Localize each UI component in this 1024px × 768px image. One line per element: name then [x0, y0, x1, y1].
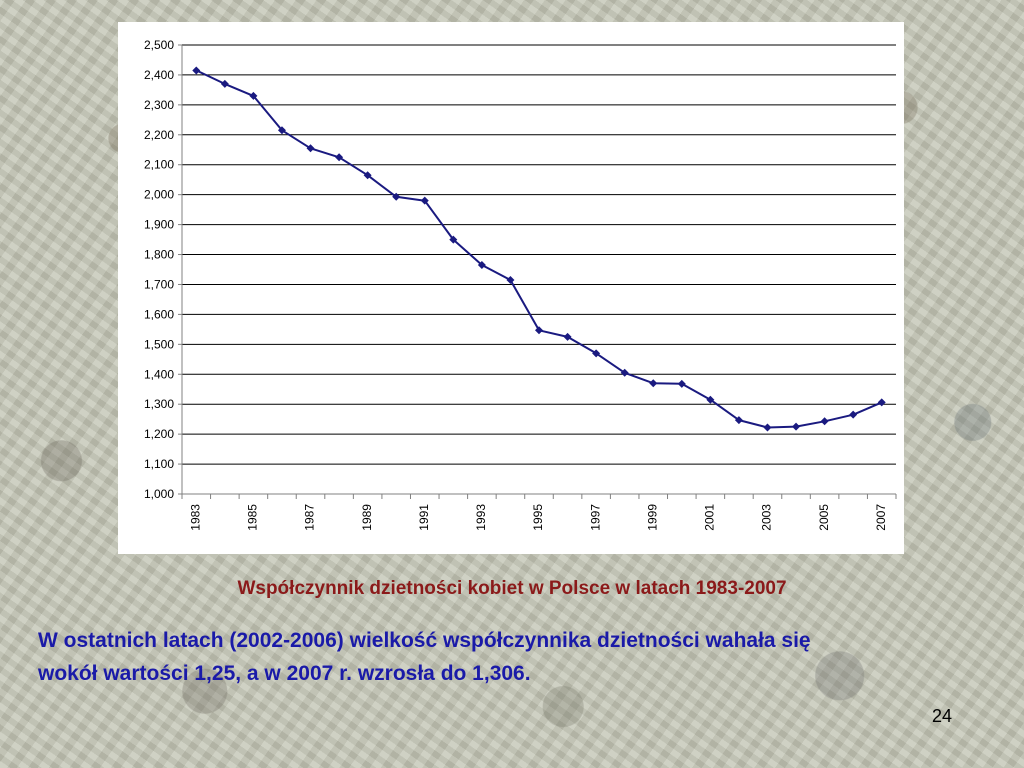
x-tick-label: 2001 — [703, 504, 717, 531]
x-tick-label: 1997 — [588, 504, 602, 531]
chart-panel: 1,000 1,100 1,200 1,300 1,400 1,500 1,600 1,700… — [118, 22, 904, 554]
data-point — [763, 423, 772, 432]
data-point — [363, 171, 372, 180]
data-point — [249, 91, 258, 100]
x-tick-label: 1995 — [531, 504, 545, 531]
data-point — [592, 349, 601, 358]
data-point — [506, 275, 515, 284]
y-tick-label: 1,500 — [144, 337, 174, 351]
data-point — [877, 398, 886, 407]
y-tick-label: 1,900 — [144, 218, 174, 232]
y-tick-label: 2,500 — [144, 38, 174, 52]
fertility-line-chart: 1,000 1,100 1,200 1,300 1,400 1,500 1,600 1,700… — [144, 38, 897, 531]
y-tick-label: 2,400 — [144, 68, 174, 82]
series — [192, 66, 886, 432]
y-tick-label: 1,800 — [144, 248, 174, 262]
data-point — [563, 332, 572, 341]
data-point — [477, 261, 486, 270]
y-tick-label: 2,200 — [144, 128, 174, 142]
data-point — [449, 235, 458, 244]
y-tick-label: 1,100 — [144, 457, 174, 471]
x-tick-label: 1991 — [417, 504, 431, 531]
y-tick-label: 1,600 — [144, 307, 174, 321]
chart-caption: Współczynnik dzietności kobiet w Polsce … — [237, 578, 787, 599]
y-tick-label: 1,000 — [144, 487, 174, 501]
x-tick-label: 1985 — [246, 504, 260, 531]
data-point — [792, 422, 801, 431]
data-point — [192, 66, 201, 75]
gridlines — [182, 44, 896, 465]
summary-text: W ostatnich latach (2002-2006) wielkość … — [38, 624, 988, 690]
y-tick-label: 1,300 — [144, 397, 174, 411]
data-point — [620, 368, 629, 377]
data-point — [677, 379, 686, 388]
x-tick-label: 1989 — [360, 504, 374, 531]
data-point — [649, 379, 658, 388]
data-point — [277, 126, 286, 135]
y-tick-label: 2,000 — [144, 188, 174, 202]
y-tick-label: 2,300 — [144, 98, 174, 112]
axes — [178, 44, 897, 499]
data-point — [220, 79, 229, 88]
x-tick-label: 1987 — [303, 504, 317, 531]
y-tick-label: 2,100 — [144, 158, 174, 172]
y-tick-label: 1,400 — [144, 367, 174, 381]
data-point — [335, 153, 344, 162]
x-tick-label: 2005 — [817, 504, 831, 531]
x-tick-label: 2007 — [874, 504, 888, 531]
x-tick-label: 1993 — [474, 504, 488, 531]
data-point — [392, 192, 401, 201]
data-point — [706, 395, 715, 404]
y-tick-label: 1,200 — [144, 427, 174, 441]
data-point — [849, 410, 858, 419]
data-point — [420, 196, 429, 205]
slide-number: 24 — [932, 706, 953, 726]
x-tick-label: 1983 — [188, 504, 202, 531]
y-tick-labels: 1,000 1,100 1,200 1,300 1,400 1,500 1,600 1,700… — [144, 38, 174, 501]
data-point — [306, 144, 315, 153]
data-point — [734, 416, 743, 425]
x-tick-labels: 1983 1985 1987 1989 1991 1993 1995 1997 1999 2001… — [188, 504, 887, 531]
data-point — [820, 417, 829, 426]
y-tick-label: 1,700 — [144, 277, 174, 291]
x-tick-label: 2003 — [760, 504, 774, 531]
data-point — [535, 326, 543, 335]
summary-line-2: wokół wartości 1,25, a w 2007 r. wzrosła… — [38, 662, 531, 685]
summary-line-1: W ostatnich latach (2002-2006) wielkość … — [38, 629, 811, 652]
x-tick-label: 1999 — [645, 504, 659, 531]
